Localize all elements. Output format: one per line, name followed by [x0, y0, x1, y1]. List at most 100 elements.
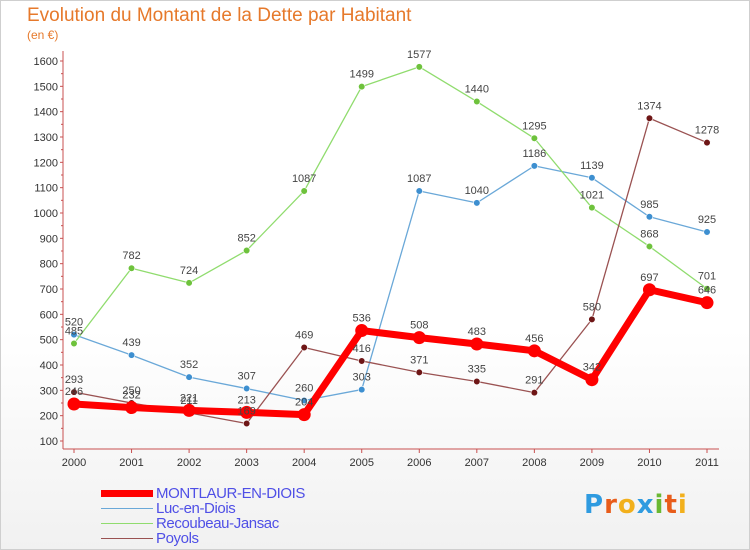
data-label-luc-en-diois: 260: [295, 382, 313, 394]
data-label-montlaur-en-diois: 232: [122, 390, 140, 402]
chart-legend: MONTLAUR-EN-DIOIS Luc-en-Diois Recoubeau-J…: [101, 485, 306, 547]
data-label-luc-en-diois: 1139: [580, 160, 604, 172]
data-label-montlaur-en-diois: 646: [698, 285, 716, 297]
data-label-luc-en-diois: 985: [640, 199, 658, 211]
logo-letter: x: [636, 490, 655, 520]
data-point-recoubeau-jansac: [530, 134, 538, 142]
y-tick-label: 900: [40, 233, 58, 245]
data-point-poyols: [415, 368, 423, 376]
data-point-poyols: [588, 315, 596, 324]
data-label-poyols: 1278: [695, 125, 719, 137]
legend-swatch: [101, 507, 153, 510]
x-tick-label: 2000: [62, 457, 86, 469]
data-label-poyols: 335: [468, 363, 486, 375]
y-tick-label: 1200: [34, 157, 58, 169]
y-tick-label: 100: [40, 436, 58, 448]
y-tick-label: 600: [40, 309, 58, 321]
data-label-montlaur-en-diois: 342: [583, 362, 601, 374]
legend-label: MONTLAUR-EN-DIOIS: [156, 485, 306, 502]
data-label-luc-en-diois: 303: [353, 372, 371, 384]
data-point-montlaur-en-diois: [125, 401, 139, 415]
data-point-montlaur-en-diois: [182, 403, 196, 417]
data-label-recoubeau-jansac: 1577: [407, 49, 431, 61]
series-line-poyols: [73, 117, 708, 425]
y-tick-label: 800: [40, 259, 58, 271]
data-label-poyols: 169: [237, 406, 255, 418]
legend-swatch: [101, 537, 153, 540]
y-tick-label: 300: [40, 385, 58, 397]
legend-item: Luc-en-Diois: [101, 500, 305, 517]
x-tick-label: 2007: [465, 457, 489, 469]
data-label-recoubeau-jansac: 1499: [349, 69, 373, 81]
data-label-montlaur-en-diois: 456: [525, 333, 543, 345]
data-point-recoubeau-jansac: [127, 264, 136, 272]
y-tick-label: 400: [40, 360, 58, 372]
data-point-luc-en-diois: [185, 373, 193, 381]
data-label-poyols: 211: [180, 395, 198, 407]
data-label-montlaur-en-diois: 697: [640, 272, 658, 284]
data-label-recoubeau-jansac: 724: [180, 265, 198, 277]
data-label-montlaur-en-diois: 221: [180, 392, 198, 404]
data-point-poyols: [358, 357, 366, 365]
data-label-poyols: 580: [583, 301, 601, 313]
data-point-poyols: [530, 389, 538, 397]
data-point-recoubeau-jansac: [358, 82, 366, 91]
data-label-montlaur-en-diois: 536: [353, 313, 371, 325]
data-label-montlaur-en-diois: 204: [295, 397, 313, 409]
data-point-recoubeau-jansac: [703, 285, 711, 293]
data-label-montlaur-en-diois: 483: [468, 326, 486, 338]
series-line-recoubeau-jansac: [73, 66, 708, 345]
data-point-montlaur-en-diois: [240, 405, 254, 419]
data-point-luc-en-diois: [645, 213, 654, 221]
data-label-recoubeau-jansac: 485: [65, 325, 83, 337]
data-point-luc-en-diois: [70, 331, 78, 339]
x-tick-label: 2010: [637, 457, 661, 469]
data-point-montlaur-en-diois: [297, 408, 311, 422]
x-tick-label: 2008: [522, 457, 546, 469]
legend-item: Poyols: [101, 530, 305, 547]
data-label-recoubeau-jansac: 868: [640, 228, 658, 240]
data-label-recoubeau-jansac: 1295: [522, 120, 546, 132]
data-label-poyols: 291: [525, 375, 543, 387]
data-point-recoubeau-jansac: [70, 339, 78, 348]
data-point-luc-en-diois: [473, 199, 481, 207]
data-point-poyols: [703, 138, 711, 147]
data-label-luc-en-diois: 520: [65, 317, 83, 329]
series-line-luc-en-diois: [73, 165, 708, 402]
logo-letter: P: [584, 490, 605, 520]
y-tick-label: 700: [40, 284, 58, 296]
series-line-montlaur-en-diois: [70, 286, 711, 419]
data-point-montlaur-en-diois: [585, 373, 599, 387]
data-point-recoubeau-jansac: [243, 246, 251, 255]
y-tick-label: 1300: [34, 132, 58, 144]
data-point-recoubeau-jansac: [588, 204, 596, 212]
data-label-montlaur-en-diois: 213: [237, 394, 255, 406]
data-label-recoubeau-jansac: 1021: [580, 190, 604, 202]
data-label-montlaur-en-diois: 246: [65, 386, 83, 398]
proxiti-logo: Proxiti: [584, 490, 688, 520]
data-label-montlaur-en-diois: 508: [410, 320, 428, 332]
data-label-recoubeau-jansac: 1087: [292, 173, 316, 185]
data-point-recoubeau-jansac: [300, 187, 308, 195]
data-label-luc-en-diois: 925: [698, 214, 716, 226]
y-tick-label: 1000: [34, 208, 58, 220]
data-point-luc-en-diois: [530, 162, 538, 170]
data-point-poyols: [300, 343, 308, 352]
data-point-montlaur-en-diois: [67, 397, 81, 411]
legend-label: Poyols: [156, 530, 199, 547]
data-point-poyols: [473, 377, 481, 386]
data-label-poyols: 469: [295, 330, 313, 342]
data-point-luc-en-diois: [358, 385, 366, 394]
x-tick-label: 2003: [234, 457, 258, 469]
logo-letter: o: [617, 490, 637, 520]
data-point-montlaur-en-diois: [527, 344, 541, 358]
data-point-luc-en-diois: [415, 187, 423, 195]
x-tick-label: 2005: [349, 457, 373, 469]
data-label-poyols: 250: [122, 385, 140, 397]
x-tick-label: 2011: [695, 457, 719, 469]
chart-title: Evolution du Montant de la Dette par Hab…: [27, 5, 412, 26]
data-label-recoubeau-jansac: 782: [122, 250, 140, 262]
data-label-luc-en-diois: 1186: [523, 148, 547, 160]
